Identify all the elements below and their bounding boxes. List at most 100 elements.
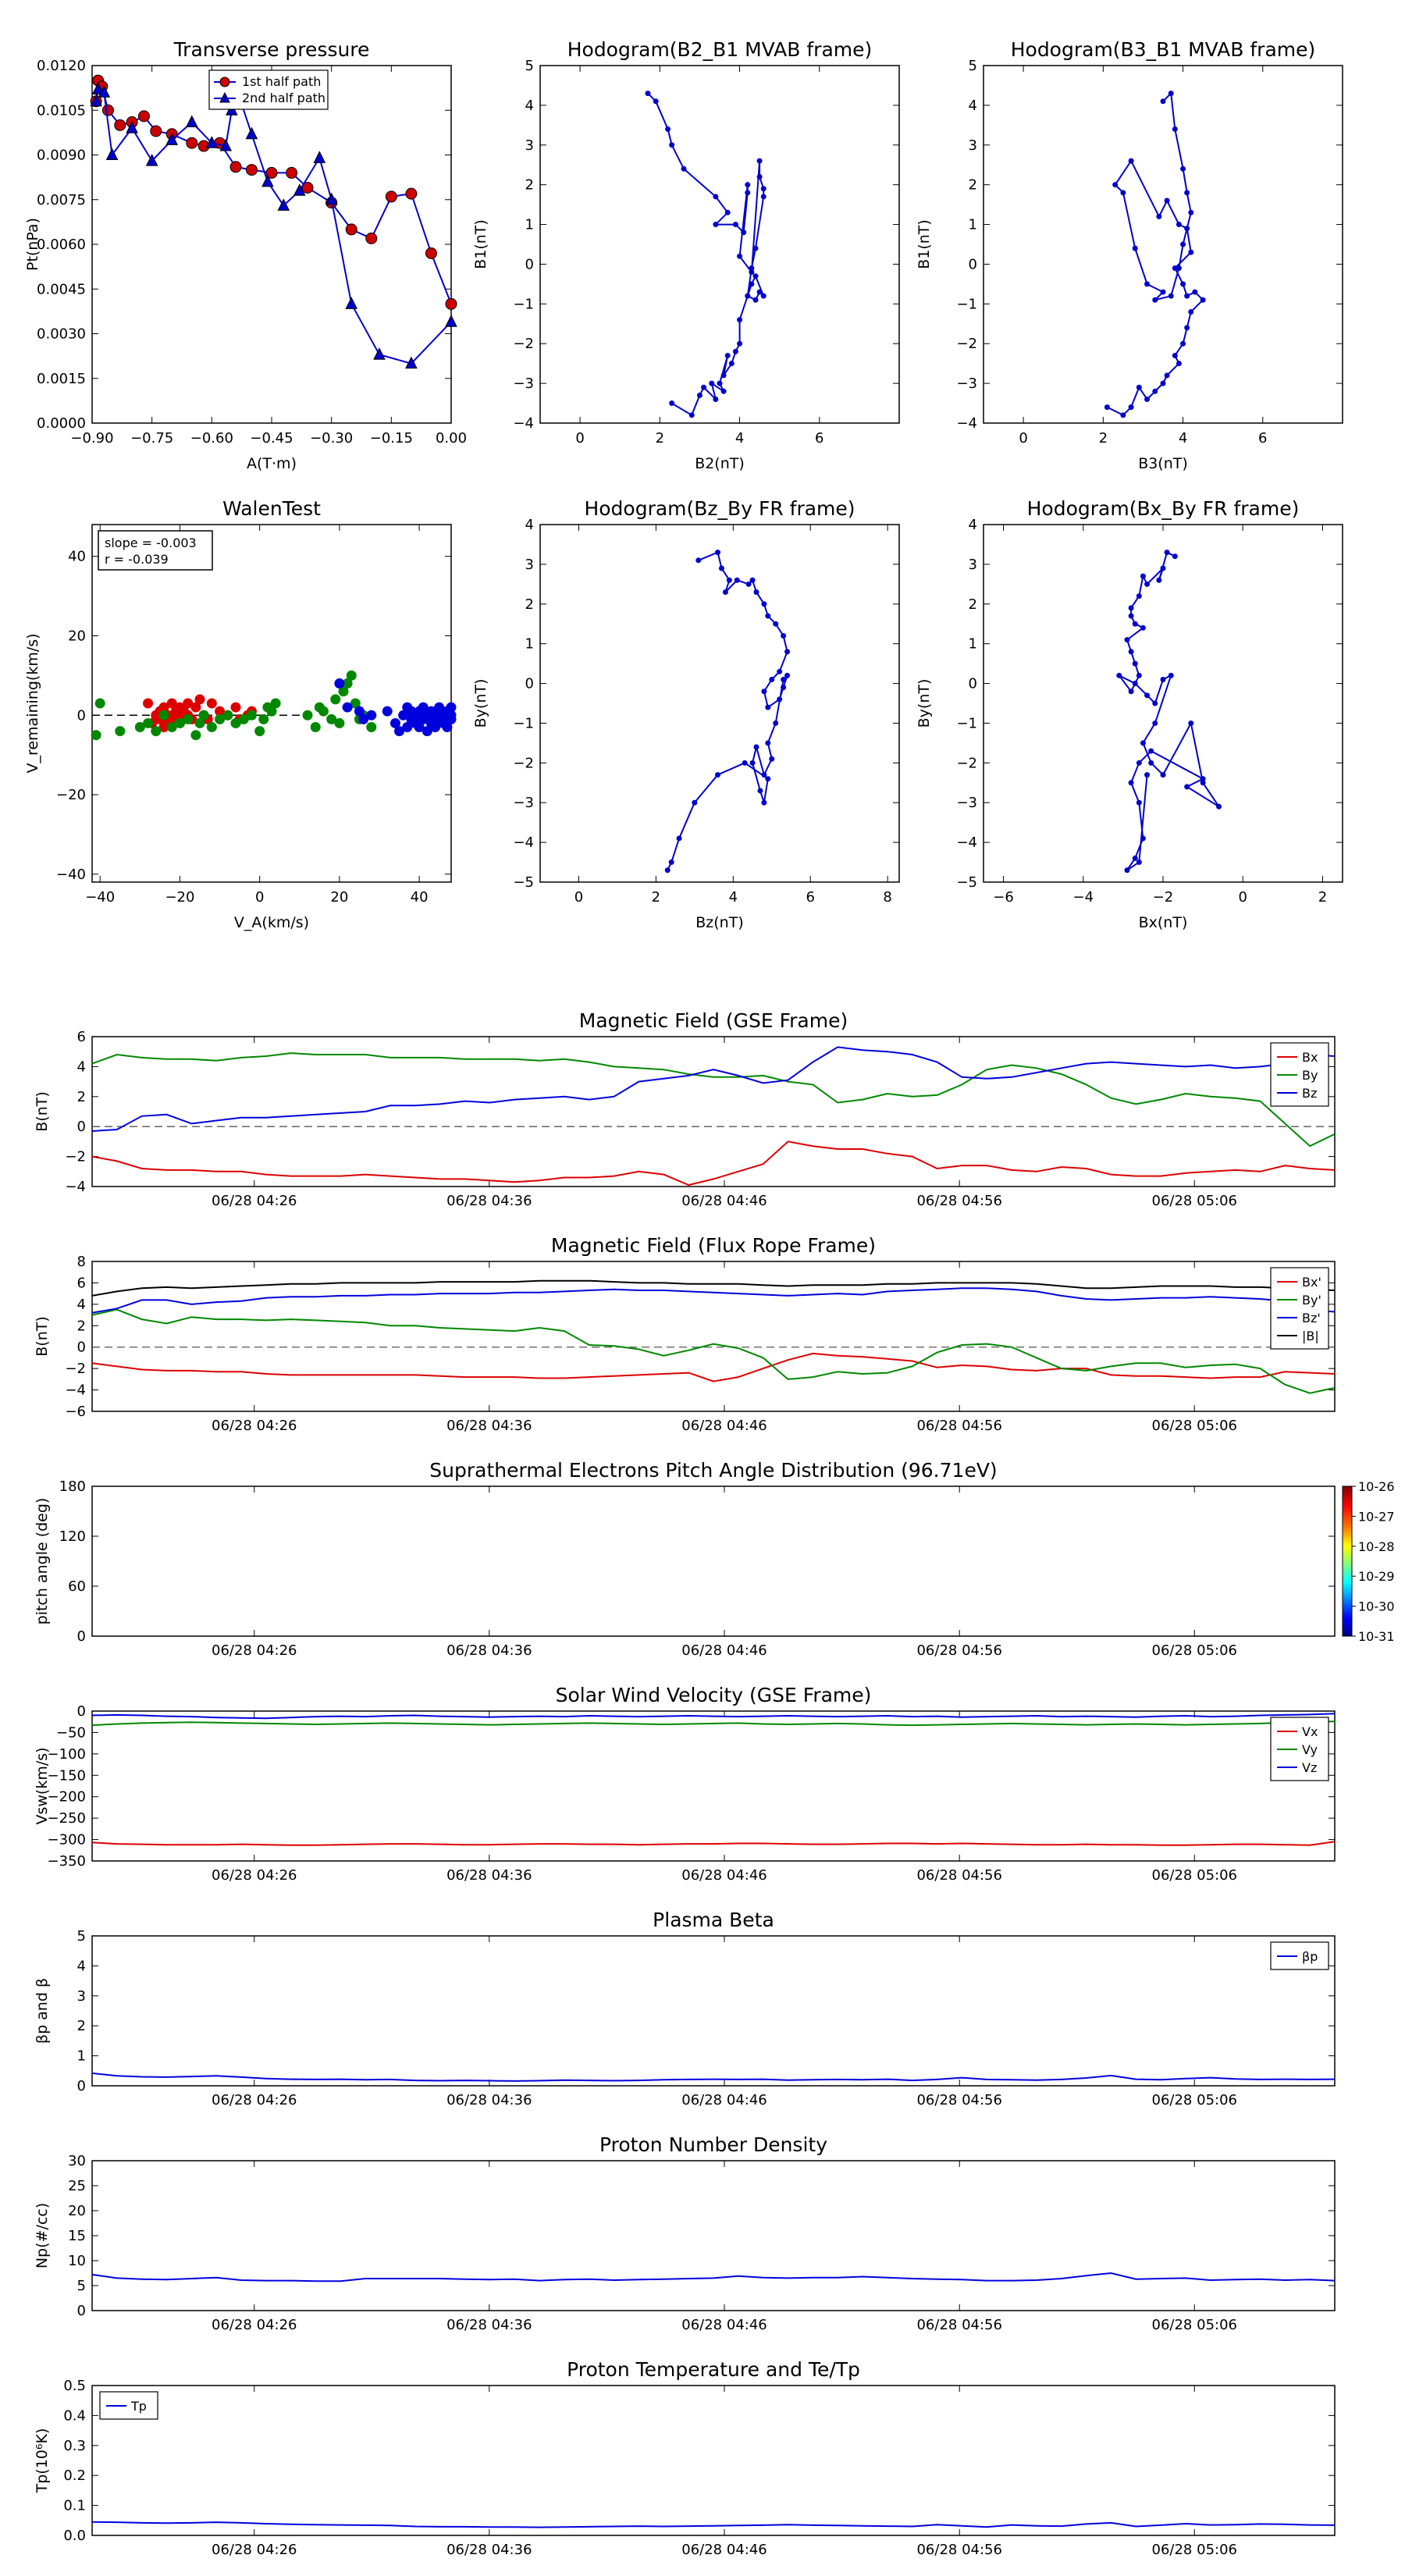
y-tick-label: 0 bbox=[77, 707, 86, 724]
data-point bbox=[1188, 249, 1194, 255]
data-point bbox=[1136, 859, 1142, 866]
x-tick-label: 06/28 05:06 bbox=[1152, 1867, 1237, 1884]
data-point bbox=[745, 581, 752, 587]
data-point bbox=[266, 706, 277, 717]
data-point bbox=[418, 702, 429, 713]
chart-title: Proton Number Density bbox=[599, 2133, 827, 2156]
data-point bbox=[326, 713, 337, 724]
data-point bbox=[405, 187, 418, 200]
series-line-Np bbox=[92, 2272, 1335, 2282]
panel-plasma-beta: Plasma Beta βp and β 0 1 2 3 4 5 06/28 04:26 06/2… bbox=[34, 1909, 1336, 2108]
data-point bbox=[325, 192, 338, 205]
y-tick-label: 0 bbox=[969, 256, 977, 272]
data-point bbox=[1124, 637, 1130, 643]
data-point bbox=[185, 115, 198, 128]
legend-label: 1st half path bbox=[242, 74, 321, 89]
data-point bbox=[346, 670, 357, 681]
plot-area bbox=[983, 65, 1343, 424]
colorbar-tick-label: 10-31 bbox=[1358, 1629, 1395, 1644]
data-point bbox=[728, 361, 735, 367]
data-point bbox=[166, 698, 177, 709]
x-tick-label: 06/28 05:06 bbox=[1152, 1193, 1237, 1209]
data-point bbox=[245, 164, 258, 176]
data-point bbox=[194, 694, 205, 705]
data-point bbox=[342, 678, 353, 689]
data-point bbox=[206, 698, 217, 709]
data-point bbox=[206, 722, 217, 733]
y-axis-label: Np(#/cc) bbox=[34, 2203, 51, 2268]
x-tick-label: −0.30 bbox=[310, 430, 353, 447]
data-point bbox=[760, 194, 767, 200]
data-point bbox=[258, 713, 269, 724]
legend-label: Vz bbox=[1302, 1760, 1317, 1775]
data-point bbox=[749, 281, 755, 287]
y-tick-label: 0 bbox=[969, 676, 977, 692]
data-point bbox=[310, 722, 321, 733]
panel-pitch-angle-distribution: Suprathermal Electrons Pitch Angle Distr… bbox=[34, 1459, 1395, 1659]
data-point bbox=[186, 137, 198, 149]
data-point bbox=[1164, 372, 1170, 379]
y-axis-label: βp and β bbox=[34, 1978, 51, 2044]
data-point bbox=[385, 190, 397, 203]
data-point bbox=[749, 265, 755, 272]
x-tick-label: −0.75 bbox=[130, 430, 173, 447]
data-point bbox=[1200, 780, 1206, 786]
data-point bbox=[745, 182, 751, 188]
data-point bbox=[737, 253, 743, 259]
data-point bbox=[230, 717, 241, 728]
y-axis-label: B(nT) bbox=[34, 1091, 51, 1132]
y-tick-label: 0.0045 bbox=[37, 281, 86, 297]
x-tick-label: 06/28 05:06 bbox=[1152, 2092, 1237, 2108]
data-point bbox=[753, 744, 759, 750]
data-point bbox=[745, 293, 751, 299]
x-axis-label: B2(nT) bbox=[695, 455, 745, 472]
x-tick-label: 6 bbox=[815, 430, 823, 447]
y-tick-label: 3 bbox=[969, 557, 977, 573]
legend-marker bbox=[219, 76, 230, 87]
x-tick-label: 06/28 04:26 bbox=[212, 1193, 297, 1209]
data-point bbox=[402, 722, 413, 733]
data-point bbox=[756, 158, 763, 164]
data-point bbox=[1136, 593, 1142, 600]
data-point bbox=[126, 121, 138, 133]
data-point bbox=[1184, 190, 1190, 196]
data-point bbox=[91, 730, 101, 741]
data-point bbox=[1128, 688, 1134, 695]
data-point bbox=[1156, 577, 1162, 583]
series-line-Bz bbox=[92, 1046, 1335, 1132]
x-tick-label: 06/28 04:56 bbox=[916, 1867, 1001, 1884]
y-tick-label: −2 bbox=[956, 336, 977, 352]
data-point bbox=[669, 142, 675, 148]
y-tick-label: 0.0030 bbox=[37, 326, 86, 343]
data-point bbox=[692, 799, 698, 806]
colorbar-tick-label: 10-26 bbox=[1358, 1479, 1395, 1494]
data-point bbox=[752, 273, 759, 279]
y-tick-label: 0 bbox=[77, 2078, 86, 2094]
panel-magnetic-field-gse: Magnetic Field (GSE Frame) B(nT) −4 −2 0 2 4 6 0… bbox=[34, 1009, 1336, 1209]
plot-area bbox=[983, 524, 1343, 883]
data-point bbox=[784, 672, 791, 678]
data-point bbox=[1160, 289, 1166, 295]
colorbar-tick-label: 10-30 bbox=[1358, 1599, 1395, 1614]
data-point bbox=[745, 190, 751, 196]
data-point bbox=[781, 685, 787, 691]
data-point bbox=[198, 710, 209, 720]
y-tick-label: −300 bbox=[48, 1832, 86, 1848]
data-point bbox=[394, 726, 405, 737]
y-tick-label: −250 bbox=[48, 1810, 86, 1827]
panel-proton-number-density: Proton Number Density Np(#/cc) 0 5 10 15 20 25 3… bbox=[34, 2133, 1336, 2333]
y-tick-label: −200 bbox=[48, 1789, 86, 1806]
x-tick-label: 06/28 04:56 bbox=[916, 1193, 1001, 1209]
y-tick-label: 4 bbox=[77, 1958, 86, 1974]
y-tick-label: 4 bbox=[77, 1059, 86, 1075]
data-point bbox=[1128, 404, 1134, 411]
series-line-Tp bbox=[92, 2521, 1335, 2528]
x-tick-label: 06/28 04:46 bbox=[681, 2092, 767, 2108]
data-point bbox=[446, 713, 457, 724]
data-point bbox=[734, 577, 740, 583]
x-axis-label: A(T·m) bbox=[247, 455, 297, 472]
series-line-Vy bbox=[92, 1720, 1335, 1727]
x-tick-label: 2 bbox=[652, 889, 660, 906]
chart-title: Magnetic Field (GSE Frame) bbox=[579, 1009, 848, 1032]
